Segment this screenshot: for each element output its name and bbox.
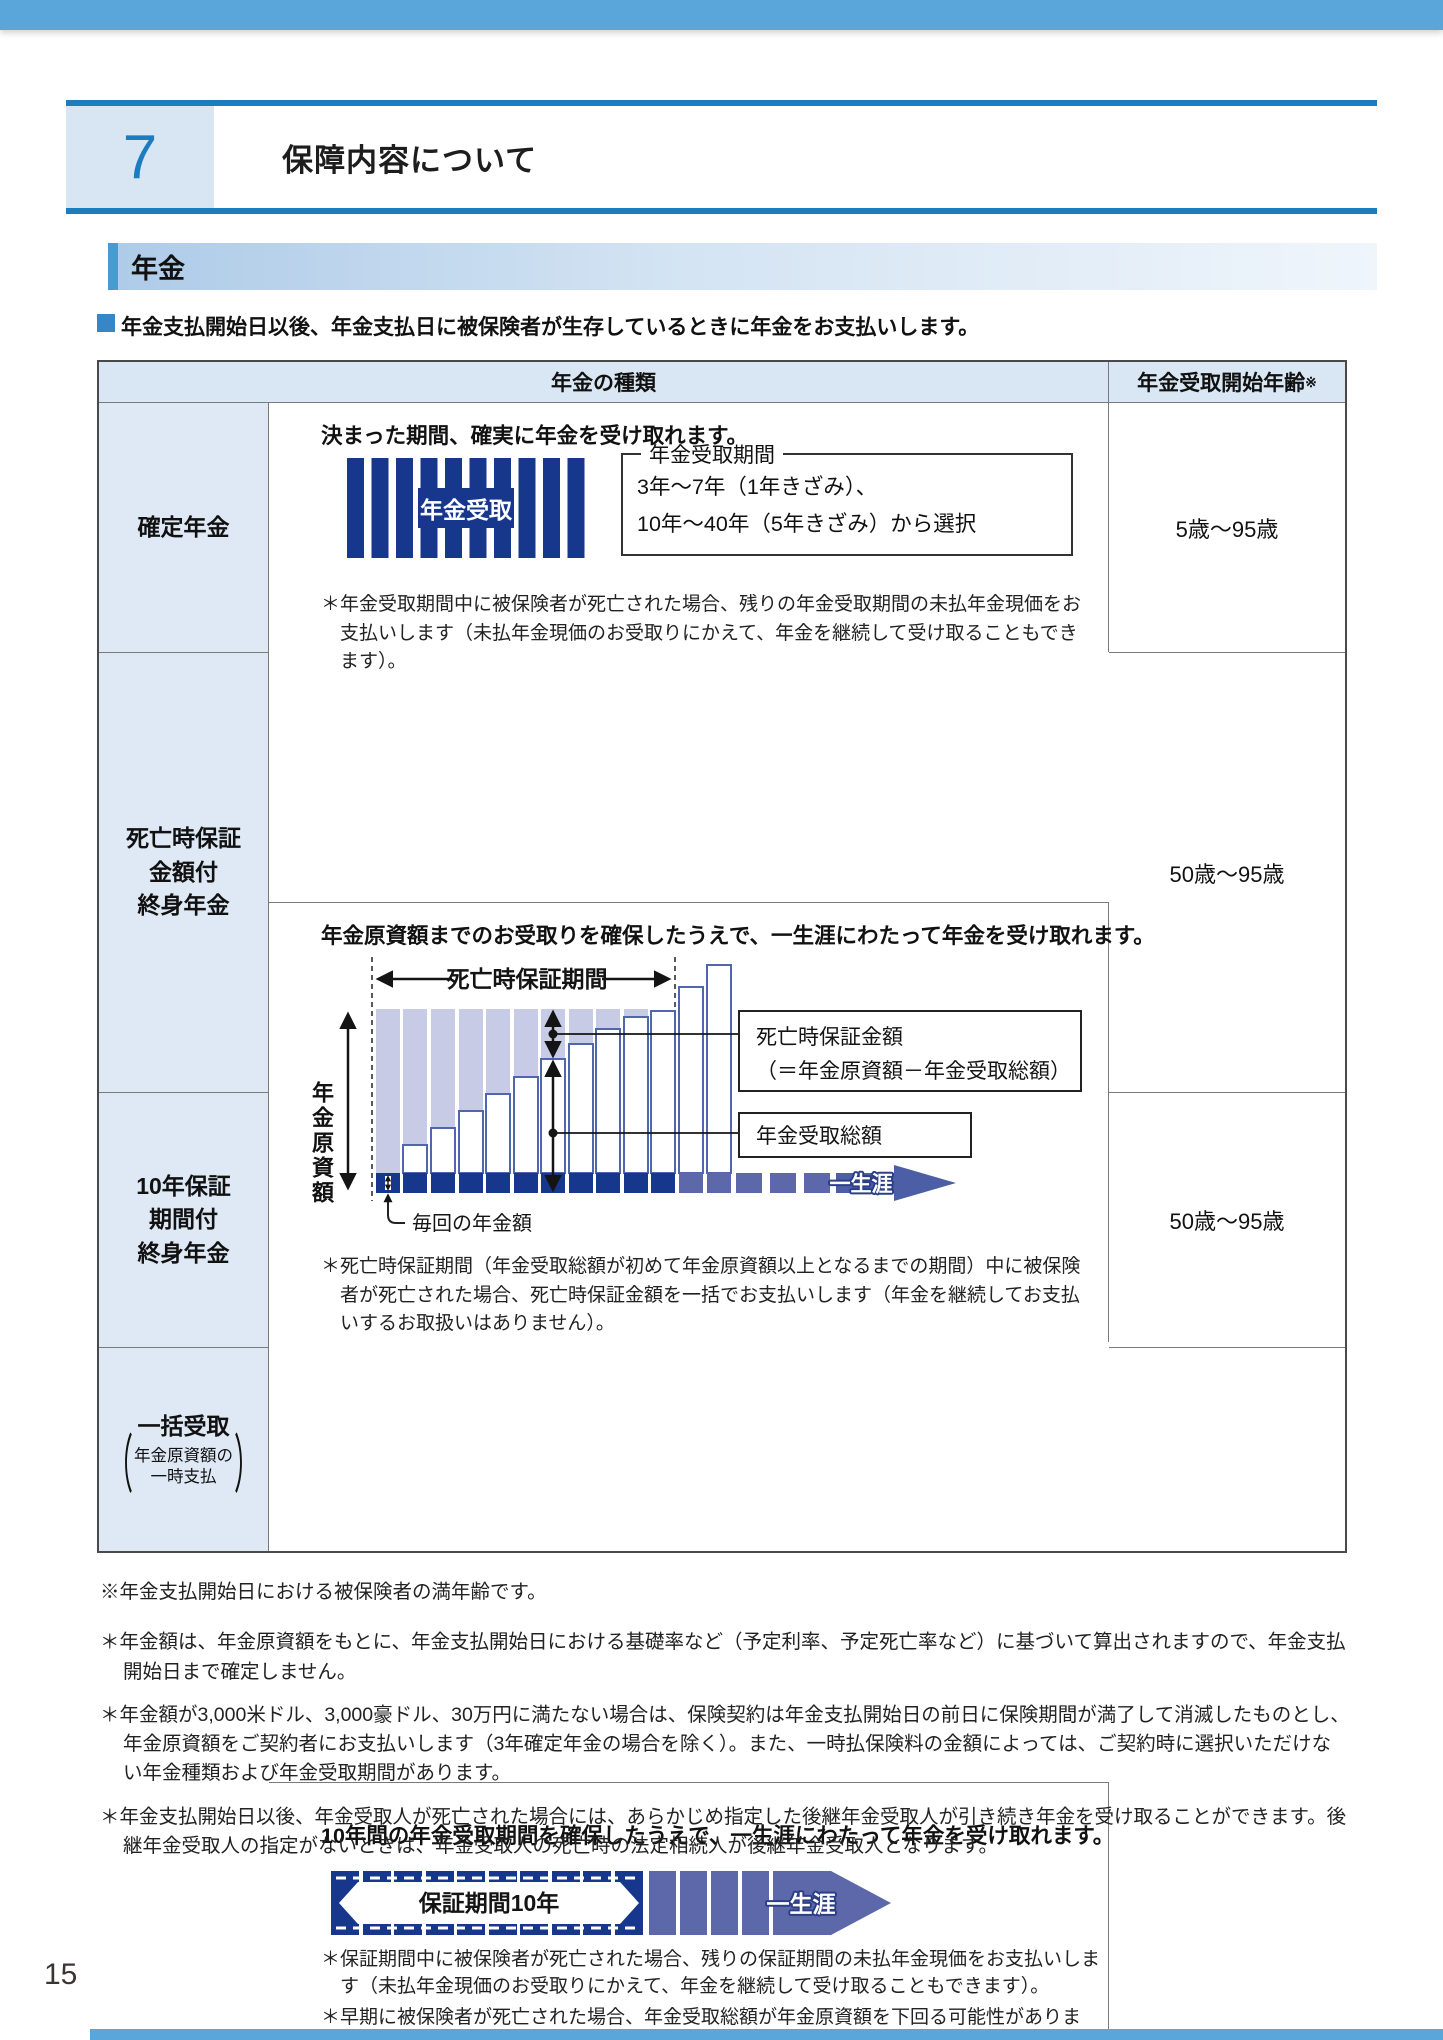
annuity-receipt-bar-label: 年金受取 [418,488,514,528]
receipt-period-option-1: 3年〜7年（1年きざみ）、 [637,475,878,499]
lump-sum-label-main: 一括受取 [137,1413,230,1440]
lifetime-arrow-segments: 一生涯 [649,1871,891,1935]
pension-types-table: 年金の種類 年金受取開始年齢 ※ 確定年金 決まった期間、確実に年金を受け取れます… [97,360,1347,2040]
death-guarantee-diagram: 死亡時保証期間 [339,957,1082,1235]
header-age-note-mark: ※ [1305,373,1317,390]
footnote-age-definition: ※年金支払開始日における被保険者の満年齢です。 [100,1578,1350,1607]
bottom-page-bar [90,2029,1443,2040]
lead-paragraph: 年金支払開始日以後、年金支払日に被保険者が生存しているときに年金をお支払いします… [97,311,979,341]
footnote-text: 年金額が3,000米ドル、3,000豪ドル、30万円に満たない場合は、保険契約は… [119,1703,1350,1785]
ten-year-description: 10年間の年金受取期間を確保したうえで、一生涯にわたって年金を受け取れます。 [321,1824,1115,1848]
death-benefit-callout-box: 死亡時保証金額 （＝年金原資額－年金受取総額） [738,1010,1082,1092]
lump-sum-sub-line2: 一時支払 [150,1468,217,1487]
subsection-title: 年金 [131,254,185,284]
death-guarantee-period-label: 死亡時保証期間 [447,966,608,992]
death-guarantee-note: ＊死亡時保証期間（年金受取総額が初めて年金原資額以上となるまでの期間）中に被保険… [321,1256,1081,1334]
section-number: 7 [66,106,214,208]
footnote-text: 年金支払開始日以後、年金受取人が死亡された場合には、あらかじめ指定した後継年金受… [119,1805,1347,1857]
lifetime-label: 一生涯 [830,1172,893,1196]
death-guarantee-label-line1: 死亡時保証 [126,825,241,852]
per-payment-label: 毎回の年金額 [412,1212,532,1235]
top-page-bar [0,0,1443,30]
lifetime-arrow: 一生涯 [828,1165,956,1201]
row-death-guarantee-label: 死亡時保証 金額付 終身年金 [99,652,269,1092]
death-guarantee-age-range: 50歳〜95歳 [1109,652,1345,1092]
table-header-start-age: 年金受取開始年齢 ※ [1109,362,1345,402]
death-guarantee-label-line2: 金額付 [149,858,218,885]
section-header: 7 保障内容について [66,100,1377,214]
death-benefit-box-line1: 死亡時保証金額 [756,1026,903,1049]
total-received-callout-box: 年金受取総額 [738,1112,972,1158]
guarantee-ribbon-label: 保証期間10年 [418,1890,560,1916]
annuity-receipt-bars: 年金受取 [347,458,585,558]
row-ten-year-label: 10年保証 期間付 終身年金 [99,1092,269,1347]
guarantee-ribbon: 保証期間10年 [339,1882,639,1924]
death-guarantee-description: 年金原資額までのお受取りを確保したうえで、一生涯にわたって年金を受け取れます。 [321,924,1155,948]
receipt-period-option-2: 10年〜40年（5年きざみ）から選択 [637,511,977,536]
receipt-period-box: 年金受取期間 3年〜7年（1年きざみ）、 10年〜40年（5年きざみ）から選択 [621,439,1073,557]
row-ten-year-content: 10年間の年金受取期間を確保したうえで、一生涯にわたって年金を受け取れます。 保… [269,1782,1114,2040]
page-number: 15 [44,1958,78,1991]
lead-text: 年金支払開始日以後、年金支払日に被保険者が生存しているときに年金をお支払いします… [121,316,980,339]
ten-year-label-line2: 期間付 [149,1206,218,1233]
footnote-mark: ＊ [100,1703,120,1726]
receipt-period-box-legend: 年金受取期間 [649,444,775,467]
lump-sum-age-range [1109,1347,1345,1551]
footnote-minimum-amount: ＊年金額が3,000米ドル、3,000豪ドル、30万円に満たない場合は、保険契約… [100,1701,1350,1789]
footnote-mark: ※ [100,1581,120,1603]
subsection-bar: 年金 [108,243,1377,290]
ten-year-label-line1: 10年保証 [136,1172,231,1199]
death-benefit-box-line2: （＝年金原資額－年金受取総額） [756,1060,1071,1083]
ten-year-note-1: ＊保証期間中に被保険者が死亡された場合、残りの保証期間の未払年金現価をお支払いし… [321,1949,1101,1997]
footnotes: ※年金支払開始日における被保険者の満年齢です。 ＊年金額は、年金原資額をもとに、… [100,1578,1350,1875]
fixed-term-age-range: 5歳〜95歳 [1109,402,1345,652]
lifetime-bars [678,964,830,1193]
guarantee-period-bars [376,1009,676,1193]
table-header-types: 年金の種類 [99,362,1109,402]
total-received-box-label: 年金受取総額 [756,1125,882,1148]
principal-axis-label: 年金原資額 [309,1081,334,1206]
footnote-mark: ＊ [100,1631,120,1654]
row-fixed-term-content: 決まった期間、確実に年金を受け取れます。 年金受取 年金受取期間 3年〜7年（1… [269,402,1109,672]
open-paren: （ [106,1428,133,1502]
death-guarantee-label-line3: 終身年金 [137,892,230,919]
footnote-mark: ＊ [100,1805,120,1828]
close-paren: ） [234,1428,261,1502]
square-bullet-icon [97,314,115,332]
footnote-successor: ＊年金支払開始日以後、年金受取人が死亡された場合には、あらかじめ指定した後継年金… [100,1803,1350,1862]
row-lump-sum-label: 一括受取 （ 年金原資額の 一時支払 ） [99,1347,269,1551]
header-age-text: 年金受取開始年齢 [1137,372,1306,395]
per-payment-hook-arrow [383,1193,405,1224]
row-death-guarantee-content: 年金原資額までのお受取りを確保したうえで、一生涯にわたって年金を受け取れます。 … [269,902,1155,1342]
lump-sum-sub-line1: 年金原資額の [134,1446,233,1465]
ten-year-age-range: 50歳〜95歳 [1109,1092,1345,1347]
lump-sum-label-sub: （ 年金原資額の 一時支払 ） [106,1428,261,1502]
ten-year-guarantee-diagram: 保証期間10年 一生涯 [331,1871,891,1935]
ten-year-lifetime-label: 一生涯 [767,1891,836,1917]
ten-year-label-line3: 終身年金 [137,1239,230,1266]
footnote-text: 年金額は、年金原資額をもとに、年金支払開始日における基礎率など（予定利率、予定死… [119,1631,1346,1683]
section-title: 保障内容について [282,142,538,178]
fixed-term-note: ＊年金受取期間中に被保険者が死亡された場合、残りの年金受取期間の未払年金現価をお… [321,594,1082,672]
row-fixed-term-label: 確定年金 [99,402,269,652]
footnote-amount-basis: ＊年金額は、年金原資額をもとに、年金支払開始日における基礎率など（予定利率、予定… [100,1628,1350,1687]
footnote-text: 年金支払開始日における被保険者の満年齢です。 [119,1581,547,1603]
